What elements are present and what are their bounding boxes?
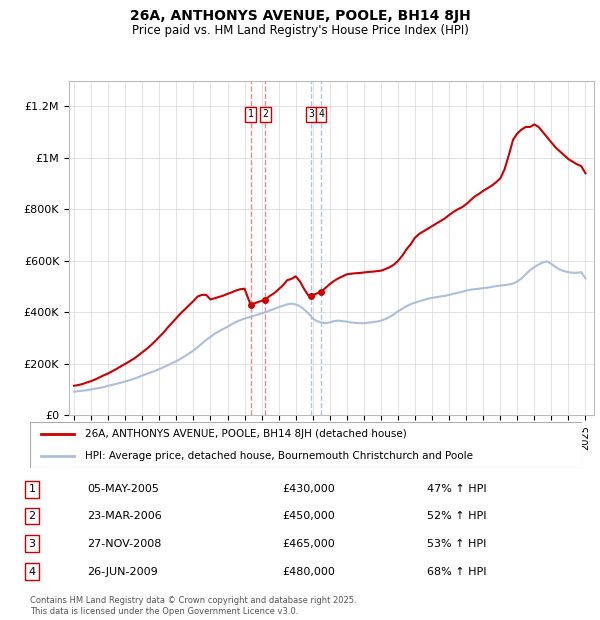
Text: 2: 2 bbox=[29, 511, 36, 521]
Text: 1: 1 bbox=[29, 484, 35, 494]
Text: 53% ↑ HPI: 53% ↑ HPI bbox=[427, 539, 486, 549]
Text: 68% ↑ HPI: 68% ↑ HPI bbox=[427, 567, 486, 577]
Text: 2: 2 bbox=[262, 109, 268, 119]
Text: 26A, ANTHONYS AVENUE, POOLE, BH14 8JH: 26A, ANTHONYS AVENUE, POOLE, BH14 8JH bbox=[130, 9, 470, 24]
Text: £430,000: £430,000 bbox=[283, 484, 335, 494]
Text: Price paid vs. HM Land Registry's House Price Index (HPI): Price paid vs. HM Land Registry's House … bbox=[131, 24, 469, 37]
Text: 26-JUN-2009: 26-JUN-2009 bbox=[87, 567, 158, 577]
Text: 27-NOV-2008: 27-NOV-2008 bbox=[87, 539, 161, 549]
Text: 4: 4 bbox=[318, 109, 324, 119]
Text: 05-MAY-2005: 05-MAY-2005 bbox=[87, 484, 159, 494]
Text: £450,000: £450,000 bbox=[283, 511, 335, 521]
Text: £480,000: £480,000 bbox=[283, 567, 335, 577]
Text: 1: 1 bbox=[248, 109, 253, 119]
Text: 47% ↑ HPI: 47% ↑ HPI bbox=[427, 484, 487, 494]
Text: 26A, ANTHONYS AVENUE, POOLE, BH14 8JH (detached house): 26A, ANTHONYS AVENUE, POOLE, BH14 8JH (d… bbox=[85, 429, 407, 439]
Text: Contains HM Land Registry data © Crown copyright and database right 2025.
This d: Contains HM Land Registry data © Crown c… bbox=[30, 596, 356, 616]
Text: 23-MAR-2006: 23-MAR-2006 bbox=[87, 511, 161, 521]
Text: 3: 3 bbox=[29, 539, 35, 549]
Text: £465,000: £465,000 bbox=[283, 539, 335, 549]
Text: 52% ↑ HPI: 52% ↑ HPI bbox=[427, 511, 486, 521]
Text: HPI: Average price, detached house, Bournemouth Christchurch and Poole: HPI: Average price, detached house, Bour… bbox=[85, 451, 473, 461]
Text: 3: 3 bbox=[308, 109, 314, 119]
Text: 4: 4 bbox=[29, 567, 36, 577]
